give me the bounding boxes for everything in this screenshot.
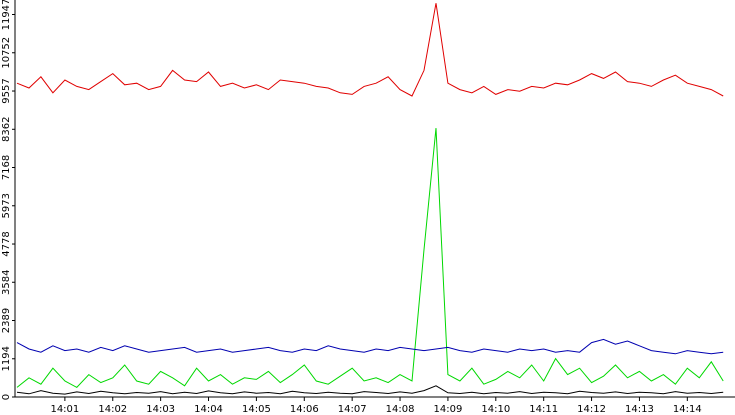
series-line [16, 128, 724, 389]
x-tick-label: 14:05 [242, 404, 271, 415]
y-tick-label: 4778 [1, 231, 12, 256]
y-tick-label: 10752 [1, 37, 12, 69]
x-tick-label: 14:07 [338, 404, 367, 415]
x-tick-label: 14:01 [50, 404, 79, 415]
x-tick-label: 14:03 [146, 404, 175, 415]
x-tick-label: 14:14 [673, 404, 702, 415]
y-tick-label: 5973 [1, 193, 12, 218]
y-tick-label: 0 [1, 394, 12, 400]
series-line [16, 338, 724, 355]
x-tick-label: 14:12 [577, 404, 606, 415]
x-tick-label: 14:04 [194, 404, 223, 415]
x-tick-label: 14:02 [98, 404, 127, 415]
y-tick-label: 9557 [1, 78, 12, 103]
y-tick-label: 3584 [1, 270, 12, 295]
y-tick-label: 7168 [1, 155, 12, 180]
x-tick-label: 14:10 [481, 404, 510, 415]
x-tick-label: 14:08 [386, 404, 415, 415]
x-tick-label: 14:11 [529, 404, 558, 415]
y-tick-label: 1194 [1, 346, 12, 371]
series-line [16, 3, 724, 97]
y-tick-label: 8362 [1, 117, 12, 142]
x-tick-label: 14:09 [434, 404, 463, 415]
series-line [16, 385, 724, 395]
y-tick-label: 2389 [1, 308, 12, 333]
x-tick-label: 14:06 [290, 404, 319, 415]
y-tick-label: 11947 [1, 0, 12, 30]
x-tick-label: 14:13 [625, 404, 654, 415]
